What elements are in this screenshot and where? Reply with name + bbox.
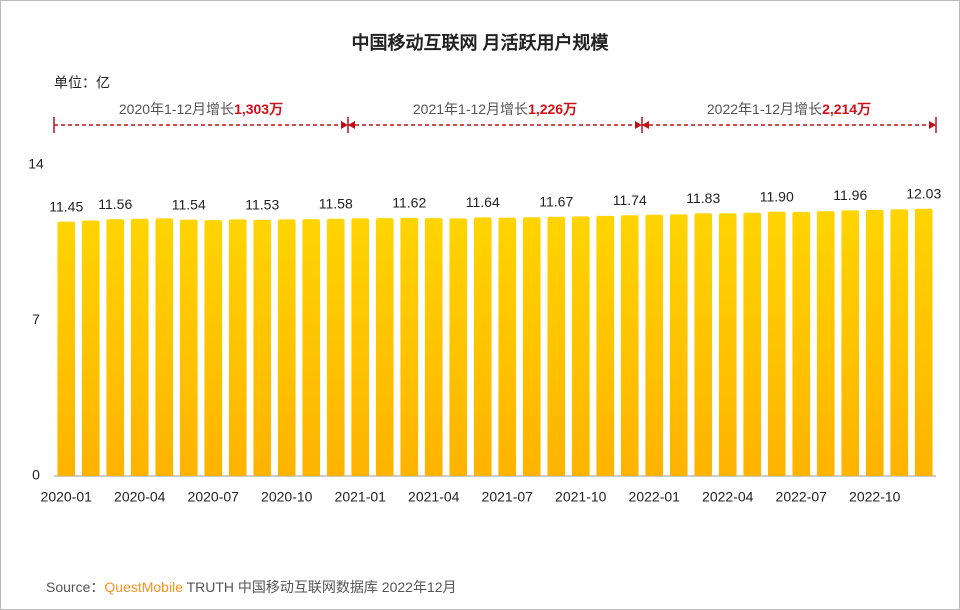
value-label: 11.67	[539, 193, 573, 209]
bar	[106, 219, 125, 476]
arrow-head	[348, 121, 355, 129]
value-label: 11.56	[98, 196, 132, 212]
bar	[792, 211, 811, 477]
value-label: 11.96	[833, 187, 867, 203]
bar	[522, 217, 541, 477]
y-tick-label: 7	[32, 311, 40, 327]
period-label: 2021年1-12月增长	[413, 101, 528, 117]
bar	[179, 219, 198, 476]
source-text: TRUTH 中国移动互联网数据库 2022年12月	[187, 579, 457, 595]
x-tick-label: 2020-04	[114, 489, 166, 505]
bar	[816, 211, 835, 476]
value-label: 11.74	[613, 192, 647, 208]
x-tick-label: 2021-04	[408, 489, 460, 505]
unit-label: 单位：亿	[54, 75, 110, 91]
period-annotation: 2021年1-12月增长1,226万	[413, 101, 577, 117]
bar	[718, 213, 737, 477]
bar	[277, 219, 296, 477]
value-label: 11.64	[466, 194, 500, 210]
bar	[547, 216, 566, 477]
value-label: 11.53	[245, 197, 279, 213]
x-tick-label: 2022-04	[702, 489, 754, 505]
value-label: 11.58	[319, 195, 353, 211]
x-tick-label: 2022-10	[849, 489, 901, 505]
y-tick-label: 14	[28, 156, 44, 172]
value-label: 12.03	[906, 185, 941, 201]
period-annotation: 2020年1-12月增长1,303万	[119, 101, 283, 117]
bar	[424, 218, 443, 476]
x-tick-label: 2021-10	[555, 489, 607, 505]
bar	[841, 210, 860, 476]
bar	[326, 218, 345, 476]
bar	[228, 219, 247, 477]
x-tick-label: 2022-01	[629, 489, 681, 505]
period-value: 1,303万	[234, 101, 283, 117]
source: Source：QuestMobile TRUTH 中国移动互联网数据库 2022…	[46, 579, 457, 595]
bar	[302, 219, 321, 476]
bar	[743, 212, 762, 476]
bar	[130, 218, 149, 476]
source-prefix: Source：	[46, 579, 104, 595]
bar	[253, 219, 272, 476]
bar	[400, 217, 419, 476]
period-annotation: 2022年1-12月增长2,214万	[707, 101, 871, 117]
bar	[645, 214, 664, 476]
x-tick-label: 2021-07	[482, 489, 534, 505]
chart-title: 中国移动互联网 月活跃用户规模	[352, 32, 610, 53]
bar	[57, 221, 76, 476]
bar	[914, 208, 933, 476]
value-label: 11.83	[686, 190, 720, 206]
bar	[375, 218, 394, 476]
bar	[669, 214, 688, 476]
arrow-head	[341, 121, 348, 129]
bar	[694, 213, 713, 476]
bar	[865, 209, 884, 476]
bar	[155, 218, 174, 477]
source-brand: QuestMobile	[104, 579, 183, 595]
x-tick-label: 2020-01	[41, 489, 93, 505]
arrow-head	[929, 121, 936, 129]
bar	[767, 211, 786, 476]
bar	[204, 220, 223, 476]
value-label: 11.62	[392, 195, 426, 211]
value-label: 11.45	[49, 198, 83, 214]
bar	[449, 218, 468, 477]
arrow-head	[635, 121, 642, 129]
y-tick-label: 0	[32, 467, 40, 483]
x-tick-label: 2021-01	[335, 489, 387, 505]
bar	[571, 216, 590, 476]
value-label: 11.90	[760, 188, 794, 204]
bar	[596, 215, 615, 476]
period-value: 1,226万	[528, 101, 577, 117]
period-value: 2,214万	[822, 101, 871, 117]
bar	[351, 218, 370, 477]
bar	[620, 215, 639, 476]
bar	[473, 217, 492, 476]
bar	[498, 217, 517, 476]
value-label: 11.54	[172, 196, 206, 212]
x-tick-label: 2020-10	[261, 489, 313, 505]
arrow-head	[642, 121, 649, 129]
x-tick-label: 2022-07	[776, 489, 828, 505]
period-label: 2020年1-12月增长	[119, 101, 234, 117]
period-label: 2022年1-12月增长	[707, 101, 822, 117]
x-tick-label: 2020-07	[188, 489, 240, 505]
bar	[890, 209, 909, 476]
bar	[81, 220, 100, 476]
